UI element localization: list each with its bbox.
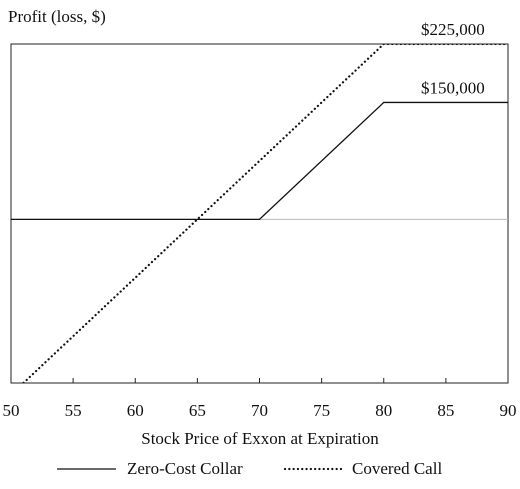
- x-tick-label: 50: [3, 401, 20, 420]
- legend-label: Covered Call: [352, 459, 442, 478]
- x-tick-label: 90: [500, 401, 517, 420]
- y-axis-label: Profit (loss, $): [8, 7, 106, 26]
- series-lines: [11, 44, 508, 383]
- value-annotation: $225,000: [421, 20, 485, 39]
- x-axis-label: Stock Price of Exxon at Expiration: [141, 429, 379, 448]
- x-tick-label: 60: [127, 401, 144, 420]
- series-line-zero-cost-collar: [11, 101, 508, 220]
- x-tick-label: 80: [375, 401, 392, 420]
- value-annotation: $150,000: [421, 78, 485, 97]
- value-annotations: $225,000 $150,000: [421, 20, 485, 97]
- x-axis-ticks: 50 55 60 65 70 75 80 85 90: [3, 378, 517, 420]
- x-tick-label: 85: [437, 401, 454, 420]
- legend: Zero-Cost Collar Covered Call: [57, 459, 442, 478]
- x-tick-label: 75: [313, 401, 330, 420]
- x-tick-label: 65: [189, 401, 206, 420]
- x-tick-label: 55: [65, 401, 82, 420]
- x-tick-label: 70: [251, 401, 268, 420]
- legend-label: Zero-Cost Collar: [127, 459, 243, 478]
